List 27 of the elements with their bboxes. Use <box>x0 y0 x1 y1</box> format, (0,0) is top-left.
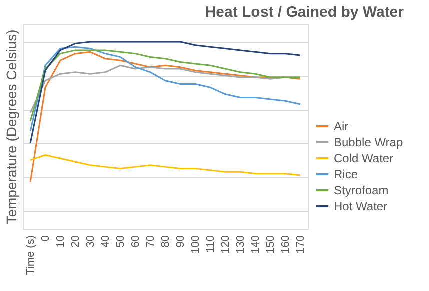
x-tick-label: 80 <box>160 236 172 248</box>
x-tick-label: 30 <box>85 236 97 248</box>
x-tick-label: 60 <box>130 236 142 248</box>
legend-label: Cold Water <box>334 152 394 166</box>
x-tick-label: 120 <box>220 236 232 254</box>
x-tick-label: 70 <box>145 236 157 248</box>
x-tick-label: 10 <box>55 236 67 248</box>
x-tick-label: 170 <box>295 236 307 254</box>
legend-label: Hot Water <box>334 200 388 214</box>
chart-title: Heat Lost / Gained by Water <box>205 4 404 21</box>
legend-label: Styrofoam <box>334 184 389 198</box>
legend-label: Air <box>334 120 349 134</box>
x-tick-label: 40 <box>100 236 112 248</box>
x-tick-label: 130 <box>235 236 247 254</box>
x-tick-label: 20 <box>70 236 82 248</box>
x-tick-label: Time (s) <box>25 236 37 276</box>
legend-label: Rice <box>334 168 358 182</box>
x-tick-label: 150 <box>265 236 277 254</box>
legend-label: Bubble Wrap <box>334 136 404 150</box>
x-tick-label: 160 <box>280 236 292 254</box>
x-tick-label: 110 <box>205 236 217 254</box>
x-tick-label: 100 <box>190 236 202 254</box>
x-tick-label: 0 <box>40 236 52 242</box>
x-tick-label: 140 <box>250 236 262 254</box>
y-axis-title: Temperature (Degrees Celsius) <box>4 30 20 224</box>
x-tick-label: 90 <box>175 236 187 248</box>
x-tick-label: 50 <box>115 236 127 248</box>
